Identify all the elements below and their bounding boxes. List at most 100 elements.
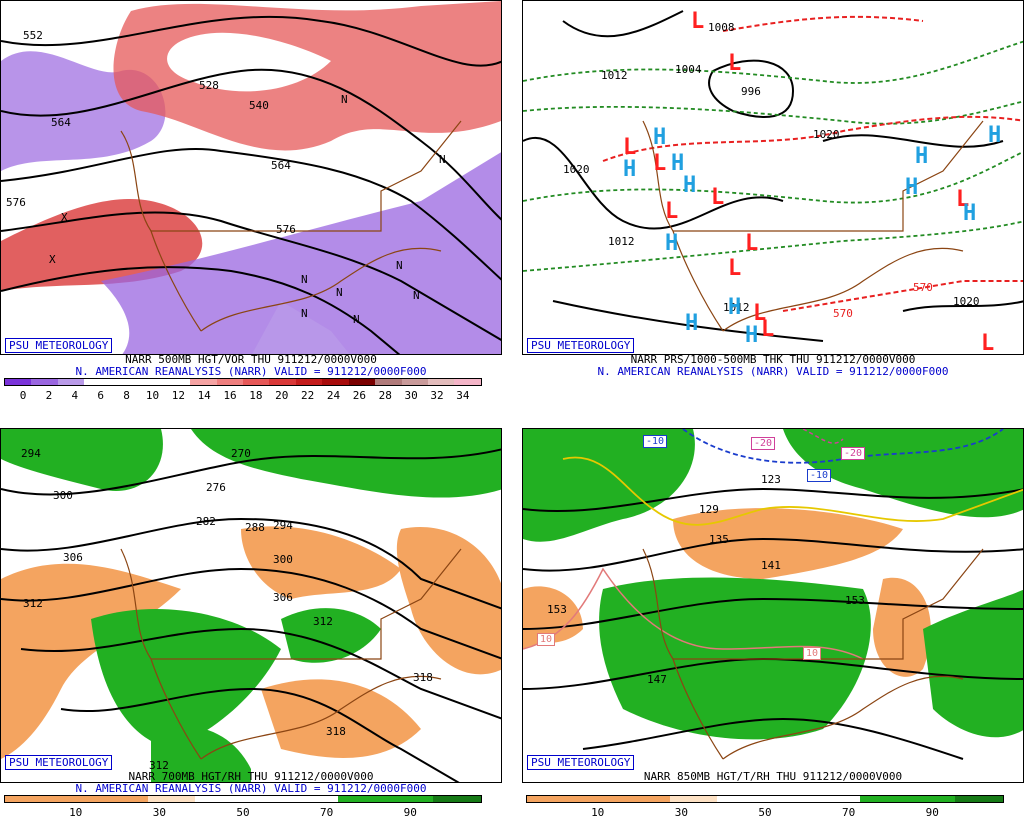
- low-symbol: L: [665, 199, 679, 224]
- rh-moist-central: [91, 609, 281, 749]
- height-contours: [1, 15, 501, 354]
- colorbar-segment: [195, 796, 243, 802]
- contour-label: 282: [196, 515, 216, 528]
- height-contours: [1, 448, 501, 782]
- map-700mb: 294 300 306 312 270 276 282 288 294 300 …: [0, 428, 502, 783]
- panel-850mb: 129 123 135 141 147 153 153 10 10 -10 -2…: [522, 428, 1024, 819]
- colorbar-tick-label: 90: [925, 806, 939, 819]
- colorbar-segment: [57, 379, 85, 385]
- colorbar-tick-label: 10: [145, 389, 160, 402]
- colorbar-segment: [5, 796, 53, 802]
- contour-label: 1020: [953, 295, 980, 308]
- high-symbol: H: [745, 323, 759, 348]
- colorbar-tick-label: 30: [674, 806, 688, 819]
- colorbar-tick-label: 30: [404, 389, 418, 402]
- temp-label: -10: [643, 435, 668, 448]
- colorbar-tick-label: 8: [123, 389, 130, 402]
- contour-label: 1020: [563, 163, 590, 176]
- low-symbol: L: [956, 187, 970, 212]
- temp-label: -20: [751, 437, 776, 450]
- contour-label: 312: [149, 759, 169, 772]
- contour-label: N: [336, 286, 343, 299]
- colorbar-segment: [812, 796, 861, 802]
- colorbar-tick-label: 70: [842, 806, 856, 819]
- low-symbol: L: [761, 317, 775, 342]
- contour-label: 996: [741, 85, 761, 98]
- low-symbol: L: [753, 301, 767, 326]
- contour-label: 1004: [675, 63, 702, 76]
- low-symbol: L: [653, 151, 667, 176]
- colorbar-segment: [322, 379, 349, 385]
- contour-label: 1008: [708, 21, 735, 34]
- colorbar-tick-label: 20: [275, 389, 289, 402]
- colorbar-tick-label: 0: [19, 389, 27, 402]
- rh-dry-east: [873, 577, 931, 677]
- caption-line1: NARR 700MB HGT/RH THU 911212/0000V000: [128, 770, 374, 783]
- colorbar-tick-label: 28: [378, 389, 392, 402]
- contour-label: 540: [249, 99, 269, 112]
- colorbar-tick-label: 16: [223, 389, 237, 402]
- coastlines: [642, 548, 984, 760]
- low-symbol: L: [691, 9, 705, 34]
- rh-moist-north: [191, 429, 501, 498]
- contour-label: 1012: [723, 301, 750, 314]
- panel-500mb: 552 528 540 564 576 576 564 N N N N N N …: [0, 0, 502, 402]
- colorbar-segment: [110, 379, 138, 385]
- colorbar-segment: [385, 796, 434, 802]
- map-700mb-graphic: [1, 429, 501, 782]
- colorbar-segment: [669, 796, 718, 802]
- rh-dry-central: [241, 526, 401, 599]
- colorbar-tick-label: 50: [758, 806, 772, 819]
- freezing-thickness: [602, 15, 1023, 312]
- contour-label: 147: [647, 673, 667, 686]
- contour-label: 294: [273, 519, 293, 532]
- contour-label: 318: [326, 725, 346, 738]
- contour-label: 153: [845, 594, 865, 607]
- contour-label: N: [301, 273, 308, 286]
- rh-moist-nw: [1, 429, 163, 491]
- contour-label: 300: [53, 489, 73, 502]
- vorticity-colorbar: [4, 378, 482, 386]
- colorbar-tick-label: 34: [456, 389, 470, 402]
- contour-label: 576: [276, 223, 296, 236]
- panel-pressure-thickness: 1008 1012 1004 996 1020 1020 1012 1012 5…: [522, 0, 1024, 390]
- high-symbol: H: [665, 231, 679, 256]
- temp-label: 10: [803, 647, 822, 660]
- colorbar-tick-label: 12: [171, 389, 185, 402]
- rh-moist-se: [923, 589, 1023, 738]
- contour-label: 528: [199, 79, 219, 92]
- colorbar-segment: [338, 796, 386, 802]
- colorbar-tick-label: 26: [352, 389, 367, 402]
- colorbar-segment: [269, 379, 296, 385]
- colorbar-segment: [137, 379, 164, 385]
- contour-label: 564: [271, 159, 291, 172]
- contour-label: 1012: [601, 69, 628, 82]
- rh-moist-gulf: [281, 608, 381, 663]
- rh-moist-nw: [523, 429, 695, 542]
- colorbar-tick-label: 70: [320, 806, 334, 819]
- colorbar-tick-label: 10: [69, 806, 83, 819]
- contour-label: 141: [761, 559, 781, 572]
- map-500mb-graphic: [1, 1, 501, 354]
- contour-label: 129: [699, 503, 719, 516]
- colorbar-tick-label: 30: [152, 806, 166, 819]
- map-500mb: 552 528 540 564 576 576 564 N N N N N N …: [0, 0, 502, 355]
- contour-label: 1020: [813, 128, 840, 141]
- colorbar-segment: [717, 796, 765, 802]
- map-850mb: 129 123 135 141 147 153 153 10 10 -10 -2…: [522, 428, 1024, 783]
- contour-label: 306: [63, 551, 83, 564]
- colorbar-segment: [764, 796, 813, 802]
- height-contours: [523, 487, 1023, 760]
- colorbar-segment: [242, 796, 291, 802]
- colorbar-segment: [84, 379, 111, 385]
- colorbar-tick-label: 24: [326, 389, 341, 402]
- temp-label: 10: [537, 633, 556, 646]
- isobars: [523, 10, 1023, 342]
- rh-dry-east: [396, 527, 501, 675]
- colorbar-tick-label: 6: [97, 389, 105, 402]
- map-pressure-graphic: [523, 1, 1023, 354]
- contour-label: N: [353, 313, 360, 326]
- colorbar-segment: [295, 379, 323, 385]
- colorbar-segment: [100, 796, 148, 802]
- rh-dry-lakes: [673, 508, 903, 579]
